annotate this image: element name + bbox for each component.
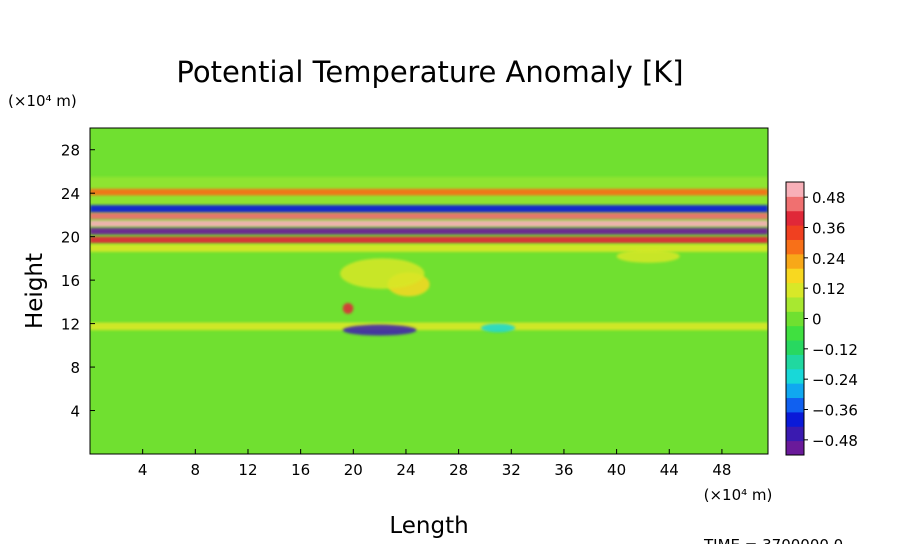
x-tick-label: 36 — [554, 461, 573, 479]
colorbar-swatch — [786, 354, 804, 370]
colorbar-swatch — [786, 311, 804, 327]
colorbar-swatch — [786, 268, 804, 284]
plot-frame — [89, 127, 769, 455]
heatmap-band — [90, 188, 768, 196]
y-tick-label: 20 — [61, 229, 80, 247]
heatmap-blob — [340, 258, 425, 289]
heatmap-band — [90, 244, 768, 252]
heatmap-band — [90, 220, 768, 227]
colorbar-swatch — [786, 397, 804, 413]
x-tick-label: 48 — [712, 461, 731, 479]
y-tick-label: 16 — [61, 272, 80, 290]
x-axis-label: Length — [389, 513, 468, 539]
x-tick-label: 12 — [238, 461, 257, 479]
y-axis-label: Height — [22, 253, 48, 329]
x-tick-label: 44 — [660, 461, 679, 479]
colorbar-swatch — [786, 210, 804, 226]
y-tick-label: 8 — [70, 359, 80, 377]
x-unit-label: (×10⁴ m) — [704, 486, 773, 504]
heatmap-blob — [616, 249, 680, 263]
colorbar-swatch — [786, 225, 804, 240]
heatmap-band — [90, 212, 768, 220]
colorbar — [785, 181, 805, 456]
heatmap-band — [90, 205, 768, 213]
x-tick-label: 16 — [291, 461, 310, 479]
y-tick-label: 24 — [61, 185, 80, 203]
heatmap-band — [90, 236, 768, 244]
heatmap-band — [90, 322, 768, 331]
y-axis-ticks: 4 8 12 16 20 24 28 — [61, 142, 95, 421]
x-tick-label: 24 — [396, 461, 415, 479]
x-tick-label: 32 — [502, 461, 521, 479]
colorbar-swatch — [786, 340, 804, 355]
colorbar-swatch — [786, 182, 804, 197]
x-tick-label: 4 — [138, 461, 148, 479]
heatmap-blob — [481, 323, 516, 333]
colorbar-tick-label: −0.48 — [812, 432, 858, 450]
colorbar-tick-label: 0 — [812, 311, 822, 329]
y-tick-label: 28 — [61, 142, 80, 160]
x-tick-label: 8 — [191, 461, 201, 479]
colorbar-swatch — [786, 253, 804, 269]
heatmap-features — [90, 176, 768, 336]
y-tick-label: 4 — [70, 403, 80, 421]
x-tick-label: 40 — [607, 461, 626, 479]
colorbar-tick-label: 0.12 — [812, 280, 845, 298]
colorbar-swatch — [786, 282, 804, 298]
colorbar-tick-label: 0.36 — [812, 220, 845, 238]
colorbar-tick-label: −0.36 — [812, 402, 858, 420]
colorbar-tick-label: 0.48 — [812, 189, 845, 207]
chart-title: Potential Temperature Anomaly [K] — [176, 55, 683, 89]
colorbar-swatch — [786, 383, 804, 399]
heatmap-band — [90, 227, 768, 235]
colorbar-tick-label: −0.24 — [812, 371, 858, 389]
colorbar-swatch — [786, 196, 804, 212]
colorbar-tick-label: 0.24 — [812, 250, 845, 268]
time-label: TIME = 3700000.0 — [703, 536, 843, 544]
x-axis-ticks: 4 8 12 16 20 24 28 32 36 40 44 48 — [138, 449, 731, 479]
x-tick-label: 28 — [449, 461, 468, 479]
x-tick-label: 20 — [344, 461, 363, 479]
y-unit-label: (×10⁴ m) — [8, 92, 77, 110]
colorbar-swatch — [786, 426, 804, 442]
colorbar-ticks: 0.48 0.36 0.24 0.12 0 −0.12 −0.24 −0.36 −0.48 — [804, 189, 858, 450]
y-tick-label: 12 — [61, 316, 80, 334]
colorbar-swatch — [786, 239, 804, 255]
colorbar-swatch — [786, 368, 804, 384]
colorbar-swatch — [786, 325, 804, 341]
colorbar-tick-label: −0.12 — [812, 341, 858, 359]
colorbar-swatch — [786, 296, 804, 312]
plot-area — [89, 127, 769, 455]
colorbar-swatch — [786, 411, 804, 427]
colorbar-swatch — [786, 440, 804, 456]
heatmap-blob — [342, 302, 354, 314]
heatmap-blob — [342, 324, 417, 336]
